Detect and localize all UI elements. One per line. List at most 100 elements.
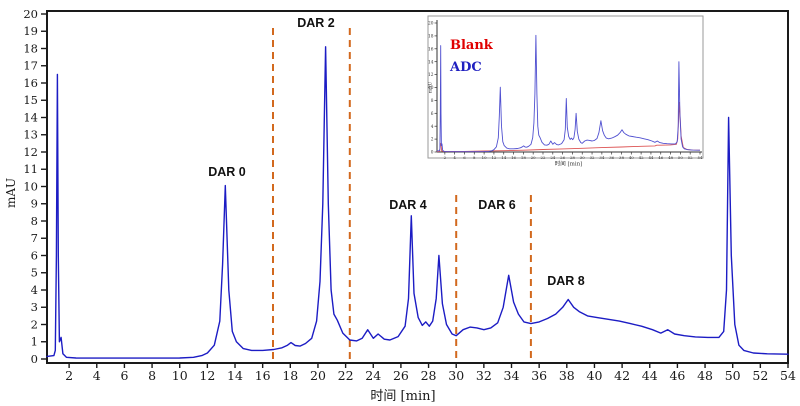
x-tick-label: 22 (338, 368, 354, 383)
inset-x-tick-label: 6 (463, 155, 466, 160)
y-tick-label: 11 (23, 162, 38, 176)
y-tick-label: 17 (23, 59, 38, 73)
inset-y-axis-title: mAU (428, 82, 434, 94)
x-tick-label: 52 (752, 368, 768, 383)
peak-label-dar2: DAR 2 (297, 16, 335, 30)
y-tick-label: 9 (31, 197, 38, 211)
inset-x-tick-label: 4 (453, 155, 456, 160)
inset-x-axis-title: 时间 [min] (555, 160, 583, 168)
x-tick-label: 24 (365, 368, 381, 383)
inset-x-tick-label: 44 (648, 155, 653, 160)
x-tick-label: 2 (65, 368, 73, 383)
inset-y-tick-label: 2 (431, 138, 434, 143)
y-tick-label: 19 (23, 24, 38, 38)
y-tick-label: 16 (23, 76, 38, 90)
inset-box (427, 15, 704, 159)
x-tick-label: 36 (531, 368, 547, 383)
adc-inset-trace (436, 34, 701, 153)
peak-label-dar4: DAR 4 (389, 198, 427, 212)
inset-x-tick-label: 26 (560, 155, 565, 160)
y-tick-label: 5 (31, 266, 38, 280)
inset-x-tick-label: 48 (668, 155, 673, 160)
inset-x-tick-label: 2 (444, 155, 447, 160)
inset-x-tick-label: 18 (521, 155, 526, 160)
inset-x-tick-label: 24 (550, 155, 555, 160)
inset-x-tick-label: 8 (473, 155, 476, 160)
inset-x-tick-label: 54 (698, 155, 703, 160)
inset-x-tick-label: 30 (580, 155, 585, 160)
inset-y-tick-label: 16 (428, 47, 434, 52)
inset-x-tick-label: 22 (541, 155, 546, 160)
x-tick-label: 20 (310, 368, 326, 383)
y-axis-title: mAU (4, 177, 18, 208)
inset-y-tick-label: 10 (428, 86, 434, 91)
x-tick-label: 8 (148, 368, 156, 383)
inset-x-tick-label: 10 (482, 155, 487, 160)
x-tick-label: 46 (669, 368, 685, 383)
peak-label-dar0: DAR 0 (208, 165, 246, 179)
x-tick-label: 10 (172, 368, 188, 383)
x-tick-label: 38 (559, 368, 575, 383)
y-tick-label: 2 (31, 317, 38, 331)
x-tick-label: 18 (282, 368, 298, 383)
inset-x-tick-label: 32 (590, 155, 595, 160)
inset-y-tick-label: 6 (431, 112, 434, 117)
x-tick-label: 48 (697, 368, 713, 383)
inset-legend-adc-label: ADC (450, 60, 482, 75)
x-tick-label: 32 (476, 368, 492, 383)
inset-x-tick-label: 40 (629, 155, 634, 160)
inset-x-tick-label: 36 (609, 155, 614, 160)
inset-y-tick-label: 12 (428, 73, 434, 78)
y-tick-label: 20 (23, 7, 38, 21)
y-tick-label: 4 (31, 283, 38, 297)
inset-x-tick-label: 42 (639, 155, 644, 160)
inset-x-tick-label: 52 (688, 155, 693, 160)
y-tick-label: 6 (31, 248, 38, 262)
x-tick-label: 42 (614, 368, 630, 383)
x-tick-label: 12 (199, 368, 215, 383)
inset-x-tick-label: 16 (511, 155, 516, 160)
inset-y-tick-label: 4 (431, 125, 434, 130)
inset-x-tick-label: 34 (599, 155, 604, 160)
x-tick-label: 40 (587, 368, 603, 383)
inset-x-tick-label: 28 (570, 155, 575, 160)
y-tick-label: 1 (31, 335, 38, 349)
inset-y-tick-label: 20 (428, 22, 434, 27)
y-tick-label: 15 (23, 93, 38, 107)
inset-x-tick-label: 46 (658, 155, 663, 160)
y-tick-label: 13 (23, 128, 38, 142)
y-tick-label: 3 (31, 300, 38, 314)
inset-x-tick-label: 38 (619, 155, 624, 160)
y-tick-label: 14 (23, 110, 38, 124)
x-tick-label: 16 (255, 368, 271, 383)
inset-x-tick-label: 12 (491, 155, 496, 160)
x-tick-label: 26 (393, 368, 409, 383)
x-axis-title: 时间 [min] (370, 389, 436, 404)
inset-y-tick-label: 0 (431, 151, 434, 156)
x-tick-label: 6 (120, 368, 128, 383)
inset-x-tick-label: 20 (531, 155, 536, 160)
y-tick-label: 8 (31, 214, 38, 228)
inset-x-tick-label: 50 (678, 155, 683, 160)
y-tick-label: 10 (23, 179, 38, 193)
x-tick-label: 50 (725, 368, 741, 383)
inset-y-tick-label: 18 (428, 35, 434, 40)
x-tick-label: 54 (780, 368, 796, 383)
x-tick-label: 28 (421, 368, 437, 383)
inset-legend-blank-label: Blank (450, 38, 493, 53)
inset-y-tick-label: 14 (428, 60, 434, 65)
x-tick-label: 4 (93, 368, 101, 383)
y-tick-label: 0 (31, 352, 38, 366)
adc-trace (46, 46, 789, 359)
x-tick-label: 34 (504, 368, 520, 383)
inset-x-tick-label: 14 (501, 155, 506, 160)
peak-label-dar6: DAR 6 (478, 198, 516, 212)
peak-label-dar8: DAR 8 (547, 274, 585, 288)
x-tick-label: 14 (227, 368, 243, 383)
x-tick-label: 44 (642, 368, 658, 383)
y-tick-label: 18 (23, 41, 38, 55)
x-tick-label: 30 (448, 368, 464, 383)
y-tick-label: 12 (23, 145, 38, 159)
